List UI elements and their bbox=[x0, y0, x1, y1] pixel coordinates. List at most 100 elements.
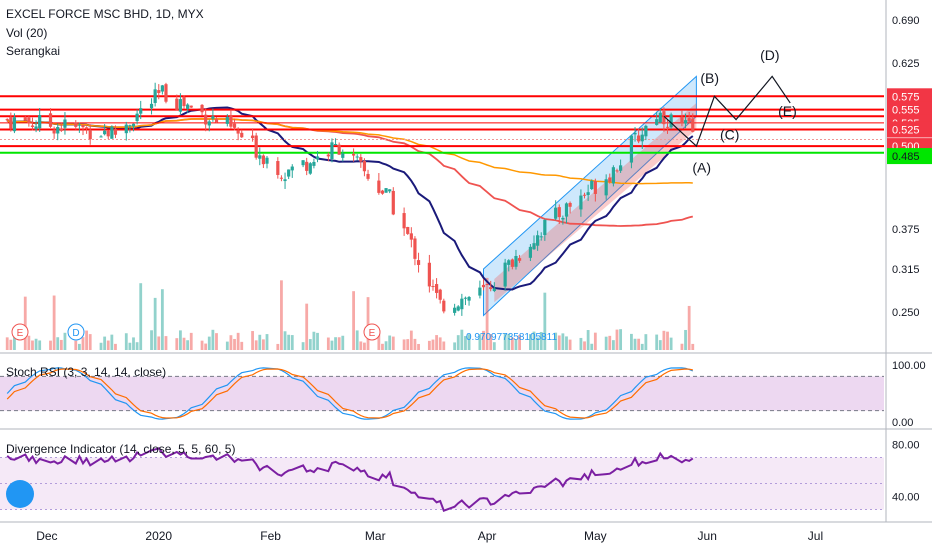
candle-body bbox=[23, 117, 27, 121]
volume-bar bbox=[265, 334, 269, 350]
volume-bar bbox=[417, 343, 420, 350]
candle-body bbox=[615, 170, 619, 172]
candle-body bbox=[214, 119, 219, 123]
volume-bar bbox=[435, 335, 438, 350]
candle-body bbox=[77, 124, 81, 126]
volume-bar bbox=[536, 337, 540, 350]
volume-bar bbox=[34, 338, 38, 350]
candle-body bbox=[427, 262, 431, 287]
volume-bar bbox=[352, 291, 355, 350]
volume-bar bbox=[240, 341, 244, 350]
volume-bar bbox=[308, 339, 312, 350]
candle-body bbox=[110, 126, 114, 139]
candle-body bbox=[517, 258, 522, 261]
price-tick-label: 0.690 bbox=[892, 15, 920, 27]
volume-bar bbox=[182, 337, 186, 350]
time-tick-label: Dec bbox=[36, 529, 57, 543]
volume-bar bbox=[215, 333, 218, 350]
volume-bar bbox=[406, 339, 410, 350]
candle-body bbox=[564, 203, 569, 217]
volume-bar bbox=[233, 338, 236, 350]
volume-bar bbox=[326, 337, 330, 350]
candle-body bbox=[388, 189, 392, 192]
candle-body bbox=[456, 306, 460, 311]
tradingview-logo-icon[interactable] bbox=[6, 480, 34, 508]
candle-body bbox=[290, 166, 294, 171]
volume-bar bbox=[554, 332, 558, 350]
candle-body bbox=[507, 260, 511, 265]
volume-bar bbox=[301, 342, 305, 350]
candle-body bbox=[579, 195, 583, 210]
stoch-tick-label: 100.00 bbox=[892, 360, 926, 372]
candle-body bbox=[402, 213, 406, 229]
volume-bar bbox=[453, 342, 457, 350]
volume-bar bbox=[312, 331, 316, 350]
candle-body bbox=[359, 157, 363, 162]
price-tag bbox=[887, 101, 932, 118]
volume-bar bbox=[467, 334, 471, 350]
volume-bar bbox=[579, 337, 583, 350]
price-tick-label: 0.375 bbox=[892, 224, 920, 236]
candle-body bbox=[460, 298, 464, 310]
serangkai-indicator-label[interactable]: Serangkai bbox=[6, 44, 61, 58]
volume-bar bbox=[492, 342, 496, 350]
volume-bar bbox=[334, 337, 337, 350]
candle-body bbox=[52, 129, 56, 134]
volume-bar bbox=[63, 332, 67, 350]
volume-bar bbox=[150, 330, 153, 350]
candle-body bbox=[81, 125, 85, 128]
candle-body bbox=[5, 119, 9, 121]
candle-body bbox=[406, 226, 410, 234]
candle-body bbox=[330, 142, 334, 159]
candle-body bbox=[463, 297, 468, 299]
candle-body bbox=[377, 180, 381, 193]
volume-bar bbox=[23, 296, 27, 350]
candle-body bbox=[128, 125, 132, 127]
volume-bar bbox=[153, 297, 157, 350]
candle-body bbox=[113, 129, 118, 135]
volume-bar bbox=[658, 340, 662, 350]
volume-bar bbox=[363, 342, 366, 350]
volume-bar bbox=[59, 339, 63, 350]
volume-bar bbox=[413, 338, 417, 350]
volume-bar bbox=[381, 343, 384, 350]
wave-label: (D) bbox=[760, 47, 779, 63]
volume-bar bbox=[74, 340, 78, 350]
stoch-rsi-title[interactable]: Stoch RSI (3, 3, 14, 14, close) bbox=[6, 365, 167, 379]
candle-body bbox=[409, 233, 413, 240]
volume-bar bbox=[543, 292, 547, 350]
candle-body bbox=[586, 192, 590, 196]
candle-body bbox=[315, 156, 320, 160]
event-marker-icon bbox=[11, 323, 29, 341]
volume-indicator-label[interactable]: Vol (20) bbox=[6, 26, 48, 40]
candle-body bbox=[124, 124, 128, 134]
channel-value-label: 0.9709773581058​11 bbox=[466, 332, 557, 343]
candle-body bbox=[655, 119, 659, 125]
candle-body bbox=[611, 167, 615, 184]
volume-bar bbox=[510, 337, 514, 350]
candle-body bbox=[341, 153, 345, 158]
volume-bar bbox=[464, 336, 467, 350]
volume-bar bbox=[377, 333, 381, 350]
candle-body bbox=[539, 236, 543, 238]
divergence-indicator-title[interactable]: Divergence Indicator (14, close, 5, 5, 6… bbox=[6, 442, 236, 456]
volume-bar bbox=[280, 280, 283, 350]
price-tag bbox=[887, 148, 932, 165]
time-tick-label: Feb bbox=[260, 529, 281, 543]
volume-bar bbox=[49, 340, 52, 350]
volume-bar bbox=[684, 329, 687, 350]
candle-body bbox=[12, 117, 17, 132]
price-tag bbox=[887, 88, 932, 105]
candle-body bbox=[103, 130, 107, 135]
candle-body bbox=[99, 136, 103, 138]
candle-body bbox=[485, 284, 489, 286]
volume-bar bbox=[633, 338, 637, 350]
volume-bar bbox=[456, 335, 460, 350]
volume-bar bbox=[680, 343, 684, 350]
volume-bar bbox=[431, 339, 435, 350]
wave-label: (C) bbox=[720, 126, 739, 142]
volume-bar bbox=[615, 329, 619, 350]
wave-label: (E) bbox=[778, 103, 797, 119]
candle-body bbox=[543, 219, 547, 236]
